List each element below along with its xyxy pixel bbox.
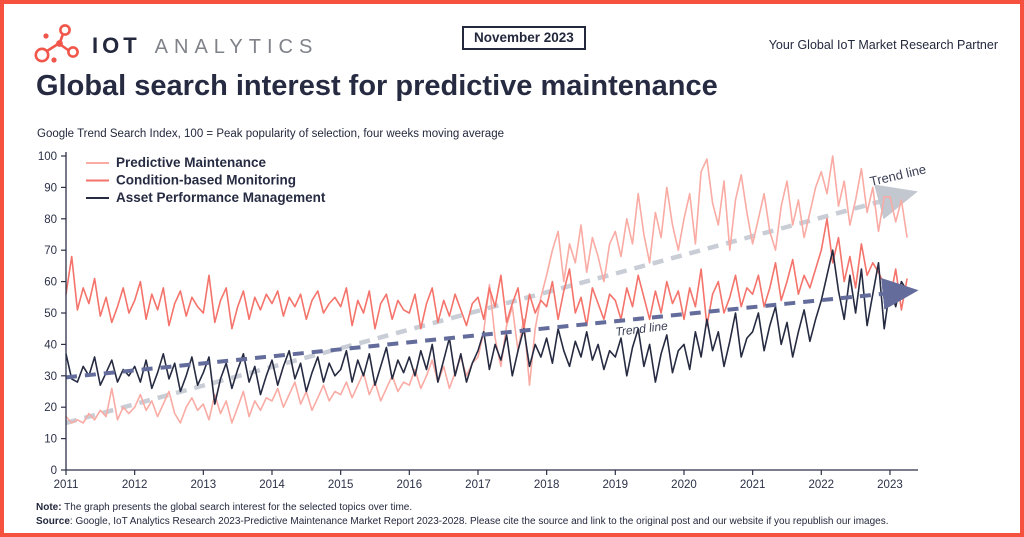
trend-line-label-top: Trend line — [868, 161, 927, 189]
source-text: : Google, IoT Analytics Research 2023-Pr… — [69, 515, 889, 527]
y-tick-label: 90 — [44, 182, 57, 194]
date-badge: November 2023 — [462, 26, 586, 50]
x-tick-label: 2018 — [534, 479, 560, 491]
series-line-condition-based-monitoring — [65, 218, 908, 330]
source-label: Source — [36, 515, 70, 527]
chart-legend: Predictive Maintenance Condition-based Mo… — [86, 155, 326, 205]
note-line: Note: The graph presents the global sear… — [36, 501, 1010, 515]
molecule-network-icon — [32, 22, 80, 69]
logo-text: IOT ANALYTICS — [92, 33, 318, 59]
tagline: Your Global IoT Market Research Partner — [768, 38, 998, 52]
x-tick-label: 2021 — [740, 479, 766, 491]
iot-analytics-logo: IOT ANALYTICS — [32, 22, 318, 69]
note-label: Note: — [36, 502, 62, 513]
header: IOT ANALYTICS November 2023 Your Global … — [32, 20, 998, 64]
y-tick-label: 40 — [44, 339, 57, 351]
chart-subtitle: Google Trend Search Index, 100 = Peak po… — [37, 128, 504, 140]
footnote: Note: The graph presents the global sear… — [36, 501, 1010, 528]
trend-line-layer-top — [65, 277, 919, 380]
brand-name-light: ANALYTICS — [154, 35, 319, 58]
series-line-asset-performance-management — [65, 249, 908, 405]
y-tick-label: 80 — [44, 214, 57, 226]
note-text: The graph presents the global search int… — [61, 502, 413, 513]
legend-label: Condition-based Monitoring — [116, 173, 296, 188]
x-tick-label: 2017 — [465, 479, 491, 491]
y-tick-label: 70 — [44, 245, 57, 257]
trend-line — [65, 277, 919, 380]
x-tick-label: 2012 — [122, 479, 148, 491]
y-tick-label: 20 — [44, 402, 57, 414]
x-tick-label: 2016 — [397, 479, 423, 491]
legend-label: Asset Performance Management — [116, 190, 326, 205]
y-tick-label: 10 — [44, 434, 57, 446]
y-tick-label: 0 — [51, 465, 57, 477]
legend-label: Predictive Maintenance — [116, 155, 267, 170]
axes-layer: 0 10 20 30 40 50 60 70 80 90 100 2011 2012 2013 2014 20… — [38, 151, 918, 491]
x-tick-label: 2011 — [54, 479, 79, 491]
y-tick-label: 30 — [44, 371, 57, 383]
series-line-predictive-maintenance — [65, 155, 908, 424]
x-tick-label: 2023 — [877, 479, 903, 491]
page-title: Global search interest for predictive ma… — [36, 70, 718, 102]
trend-line — [65, 184, 918, 426]
trend-line-layer — [65, 184, 918, 426]
x-tick-label: 2019 — [603, 479, 629, 491]
x-tick-label: 2020 — [671, 479, 697, 491]
x-tick-label: 2015 — [328, 479, 354, 491]
chart-area: 0 10 20 30 40 50 60 70 80 90 100 2011 2012 2013 2014 20… — [30, 150, 980, 495]
y-tick-label: 50 — [44, 308, 57, 320]
x-tick-label: 2014 — [259, 479, 285, 491]
source-line: Source: Google, IoT Analytics Research 2… — [36, 515, 1010, 529]
y-tick-label: 60 — [44, 277, 57, 289]
brand-name-bold: IOT — [92, 32, 141, 58]
x-tick-label: 2013 — [191, 479, 217, 491]
line-chart: 0 10 20 30 40 50 60 70 80 90 100 2011 2012 2013 2014 20… — [38, 151, 928, 491]
trend-line-label-middle: Trend line — [615, 319, 669, 339]
x-tick-label: 2022 — [809, 479, 835, 491]
y-tick-label: 100 — [38, 151, 57, 163]
